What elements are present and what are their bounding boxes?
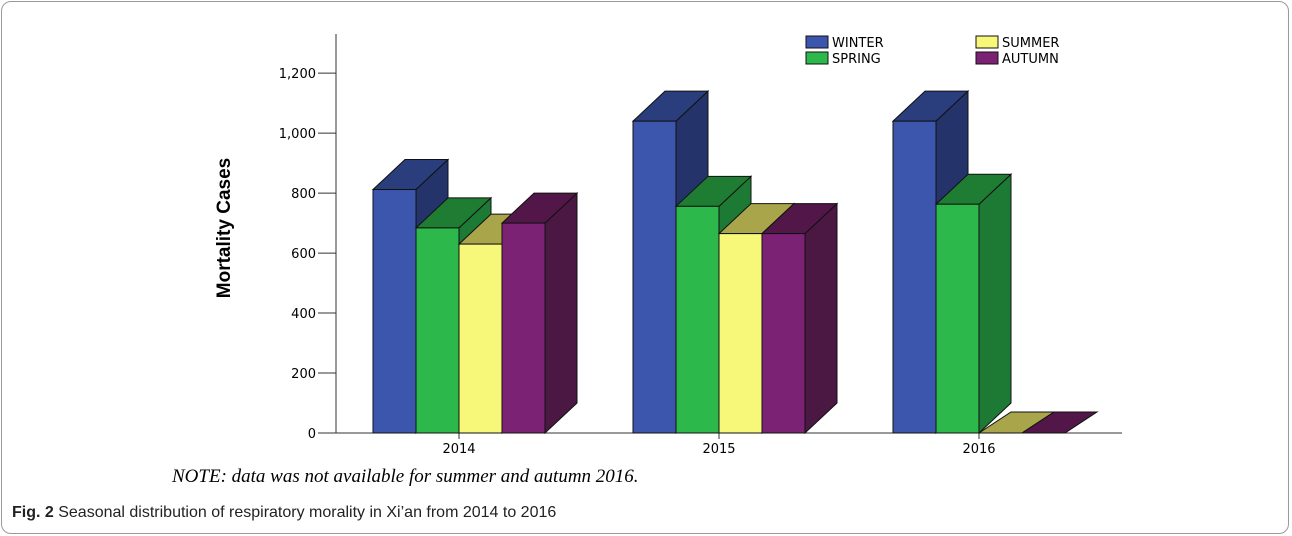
bar-top-face <box>1020 411 1099 434</box>
bar-autumn-2016 <box>1020 411 1099 434</box>
figure-caption: Fig. 2 Seasonal distribution of respirat… <box>12 504 556 522</box>
data-availability-note: NOTE: data was not available for summer … <box>172 466 639 487</box>
y-axis-title: Mortality Cases <box>214 158 235 298</box>
y-tick-label: 0 <box>308 427 316 442</box>
y-tick-label: 400 <box>291 307 316 322</box>
bar-front-face <box>892 120 937 434</box>
y-tick-label: 1,200 <box>279 67 316 82</box>
bar-side-face <box>978 173 1012 435</box>
legend-label: AUTUMN <box>1002 52 1059 67</box>
legend-swatch <box>975 35 999 49</box>
y-tick-label: 1,000 <box>279 127 316 142</box>
bar-autumn-2015 <box>760 202 839 435</box>
x-tick-label: 2014 <box>442 442 475 457</box>
bar-front-face <box>632 120 677 434</box>
bar-front-face <box>415 227 460 434</box>
legend-label: SUMMER <box>1002 36 1059 51</box>
bar-front-face <box>761 233 806 434</box>
x-tick-label: 2015 <box>702 442 735 457</box>
figure-caption-text: Seasonal distribution of respiratory mor… <box>58 504 557 521</box>
bar-side-face <box>544 191 578 435</box>
chart-legend: WINTER SUMMER SPRING AUTUMN <box>805 35 1059 67</box>
legend-swatch <box>805 51 829 65</box>
legend-item-spring: SPRING <box>805 51 881 67</box>
legend-swatch <box>975 51 999 65</box>
legend-swatch <box>805 35 829 49</box>
legend-item-autumn: AUTUMN <box>975 51 1059 67</box>
legend-label: WINTER <box>832 36 884 51</box>
bar-spring-2016 <box>934 173 1013 435</box>
chart-bars <box>371 90 1099 435</box>
bar-front-face <box>718 233 763 434</box>
bar-front-face <box>675 205 720 434</box>
bar-front-face <box>501 222 546 434</box>
legend-item-winter: WINTER <box>805 35 884 51</box>
bar-side-face <box>804 202 838 435</box>
chart-axes: 0 200 400 600 800 1,000 1,200 2014 2015 2016 <box>279 34 1122 457</box>
y-tick-label: 200 <box>291 367 316 382</box>
bar-front-face <box>935 203 980 434</box>
bar-front-face <box>372 189 417 434</box>
bar-autumn-2014 <box>500 191 579 435</box>
bar-front-face <box>458 243 503 434</box>
legend-label: SPRING <box>832 52 881 67</box>
y-tick-label: 800 <box>291 187 316 202</box>
y-tick-label: 600 <box>291 247 316 262</box>
x-tick-label: 2016 <box>962 442 995 457</box>
figure-caption-label: Fig. 2 <box>12 504 54 521</box>
legend-item-summer: SUMMER <box>975 35 1059 51</box>
